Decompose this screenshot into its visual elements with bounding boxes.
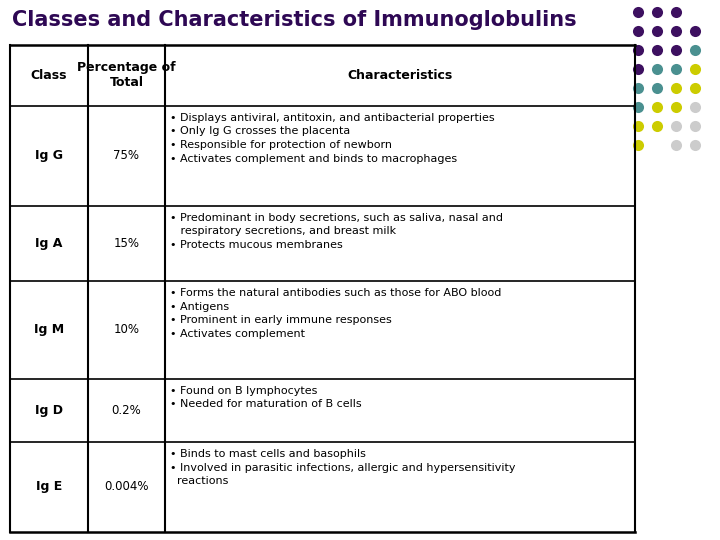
Text: • Forms the natural antibodies such as those for ABO blood
• Antigens
• Prominen: • Forms the natural antibodies such as t… bbox=[170, 288, 501, 339]
Text: Class: Class bbox=[31, 69, 67, 82]
Text: • Binds to mast cells and basophils
• Involved in parasitic infections, allergic: • Binds to mast cells and basophils • In… bbox=[170, 449, 516, 486]
Text: 75%: 75% bbox=[114, 149, 140, 163]
Text: 0.2%: 0.2% bbox=[112, 404, 141, 417]
Text: Percentage of
Total: Percentage of Total bbox=[77, 62, 176, 90]
Text: • Found on B lymphocytes
• Needed for maturation of B cells: • Found on B lymphocytes • Needed for ma… bbox=[170, 386, 361, 409]
Text: Ig A: Ig A bbox=[35, 237, 63, 250]
Text: Classes and Characteristics of Immunoglobulins: Classes and Characteristics of Immunoglo… bbox=[12, 10, 577, 30]
Bar bbox=[10, 45, 635, 532]
Text: Ig E: Ig E bbox=[36, 481, 62, 494]
Text: Ig G: Ig G bbox=[35, 149, 63, 163]
Text: 10%: 10% bbox=[114, 323, 140, 336]
Text: Characteristics: Characteristics bbox=[347, 69, 453, 82]
Text: 0.004%: 0.004% bbox=[104, 481, 149, 494]
Text: • Displays antiviral, antitoxin, and antibacterial properties
• Only Ig G crosse: • Displays antiviral, antitoxin, and ant… bbox=[170, 113, 495, 164]
Text: Ig M: Ig M bbox=[34, 323, 64, 336]
Text: 15%: 15% bbox=[114, 237, 140, 250]
Text: Ig D: Ig D bbox=[35, 404, 63, 417]
Text: • Predominant in body secretions, such as saliva, nasal and
   respiratory secre: • Predominant in body secretions, such a… bbox=[170, 213, 503, 250]
